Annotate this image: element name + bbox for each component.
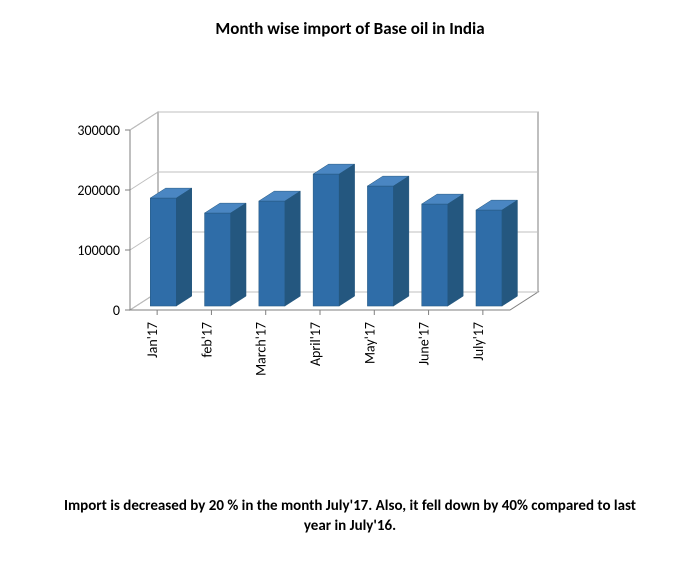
chart-caption: Import is decreased by 20 % in the month… — [60, 496, 640, 537]
svg-text:March'17: March'17 — [253, 322, 270, 376]
svg-text:100000: 100000 — [77, 242, 120, 259]
chart-area: 0 100000 200000 300000 Jan'17 feb'17 March'17 A… — [40, 90, 600, 430]
svg-text:May'17: May'17 — [361, 322, 378, 364]
svg-text:0: 0 — [113, 302, 120, 319]
svg-text:April'17: April'17 — [307, 322, 324, 366]
svg-text:200000: 200000 — [77, 182, 120, 199]
svg-text:feb'17: feb'17 — [198, 322, 215, 358]
chart-svg: 0 100000 200000 300000 Jan'17 feb'17 March'17 A… — [40, 90, 600, 430]
svg-text:Jan'17: Jan'17 — [144, 322, 161, 358]
chart-title: Month wise import of Base oil in India — [0, 18, 700, 39]
svg-text:July'17: July'17 — [470, 322, 487, 361]
svg-text:June'17: June'17 — [416, 322, 433, 365]
svg-text:300000: 300000 — [77, 122, 120, 139]
